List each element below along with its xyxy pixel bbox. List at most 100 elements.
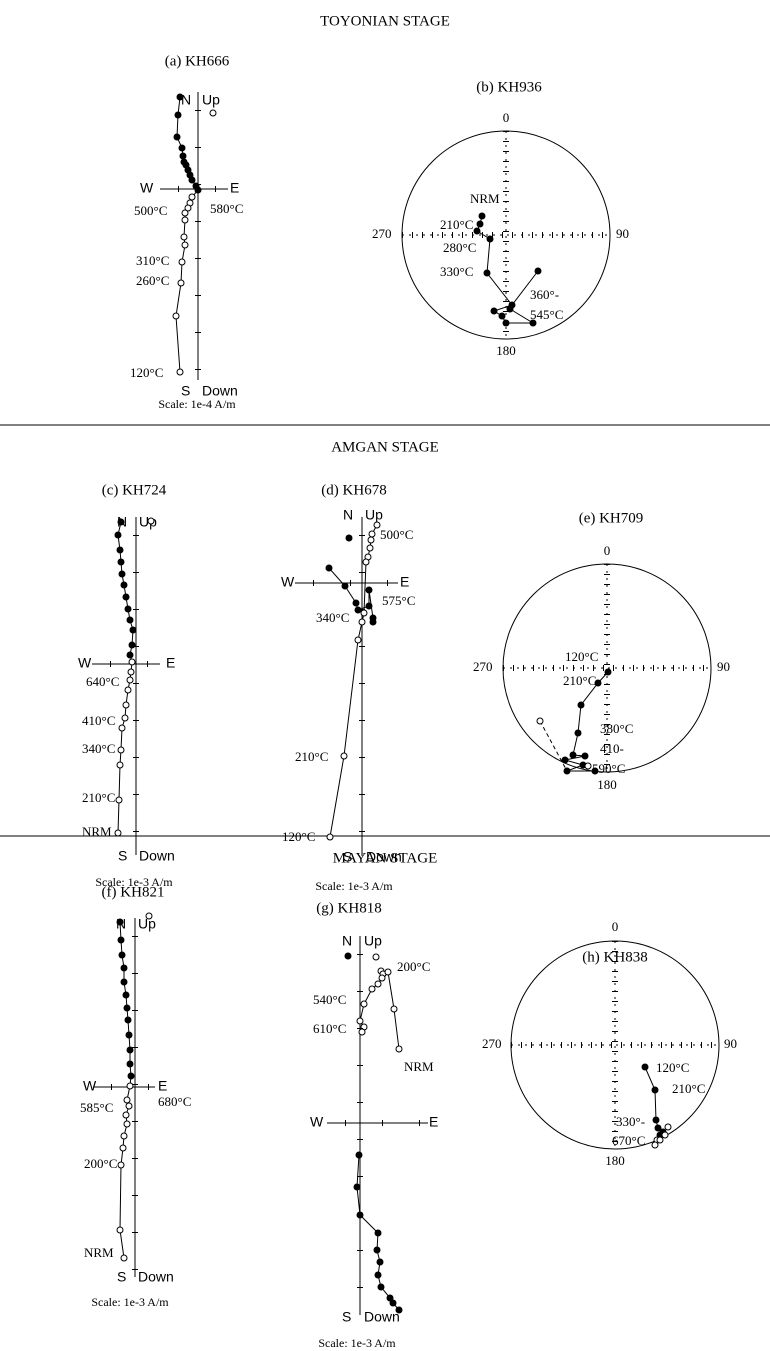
data-point (353, 1183, 361, 1191)
axis-label: W (310, 1114, 324, 1130)
data-point (123, 1004, 131, 1012)
data-point (117, 518, 125, 526)
point-group (344, 952, 403, 1314)
axis-label: S (181, 383, 190, 399)
data-point (118, 570, 126, 578)
data-point (117, 936, 125, 944)
annotation: NRM (470, 191, 500, 206)
data-point (341, 582, 349, 590)
data-point (574, 729, 582, 737)
data-point (536, 717, 544, 725)
data-point (122, 1111, 130, 1119)
annotation: 200°C (84, 1156, 117, 1171)
annotation: NRM (84, 1245, 114, 1260)
zijderveld-panel: (d) KH678 N Up W E S Down Scale: 1e-3 A/… (281, 482, 415, 892)
point-group (114, 518, 137, 659)
data-point (356, 1017, 364, 1025)
annotation: 280°C (443, 240, 476, 255)
data-point (124, 605, 132, 613)
axis-label: E (158, 1078, 167, 1094)
data-point (126, 651, 134, 659)
data-point (651, 1086, 659, 1094)
data-point (127, 1072, 135, 1080)
annotation: 540°C (313, 992, 346, 1007)
scale-label: Scale: 1e-3 A/m (95, 875, 173, 889)
data-point (365, 602, 373, 610)
annotation: 410- (600, 741, 624, 756)
data-point (122, 701, 130, 709)
data-point (367, 536, 375, 544)
panel-label: (e) KH709 (579, 510, 644, 526)
annotation: 120°C (565, 649, 598, 664)
direction-label: 90 (616, 226, 629, 241)
annotation: 585°C (80, 1100, 113, 1115)
axis-label: Down (366, 849, 402, 865)
data-point (373, 521, 381, 529)
point-group (473, 212, 542, 327)
data-point (651, 1141, 659, 1149)
zijderveld-panel: (c) KH724 N Up W E S Down Scale: 1e-3 A/… (78, 482, 175, 888)
data-point (178, 144, 186, 152)
direction-label: 90 (717, 659, 730, 674)
annotation: 360°- (530, 287, 559, 302)
data-point (326, 833, 334, 841)
data-point (386, 1294, 394, 1302)
stereonet-panel: (h) KH838 0 90 180 270 120°C 210°C 330°-… (482, 919, 737, 1168)
data-point (176, 368, 184, 376)
direction-label: 90 (724, 1036, 737, 1051)
data-point (114, 531, 122, 539)
data-point (122, 593, 130, 601)
data-point (360, 1000, 368, 1008)
axis-label: Down (364, 1309, 400, 1325)
data-point (117, 558, 125, 566)
data-point (115, 796, 123, 804)
data-point (506, 305, 514, 313)
data-point (117, 746, 125, 754)
data-point (188, 193, 196, 201)
data-point (569, 751, 577, 759)
axis-label: W (140, 180, 154, 196)
annotation: 260°C (136, 273, 169, 288)
data-point (178, 258, 186, 266)
annotation: NRM (82, 824, 112, 839)
data-point (360, 609, 368, 617)
data-point (577, 701, 585, 709)
axis-label: Up (365, 507, 383, 523)
data-point (127, 668, 135, 676)
annotation: NRM (404, 1059, 434, 1074)
annotation: 580°C (210, 201, 243, 216)
axis-label: Up (202, 92, 220, 108)
data-point (581, 752, 589, 760)
point-group (172, 109, 217, 376)
data-point (181, 241, 189, 249)
section-title: TOYONIAN STAGE (320, 13, 450, 29)
data-point (120, 581, 128, 589)
data-point (486, 235, 494, 243)
annotation: 330°- (616, 1114, 645, 1129)
point-group (356, 953, 403, 1053)
path (119, 921, 132, 1259)
data-point (209, 109, 217, 117)
data-point (121, 714, 129, 722)
data-point (126, 1060, 134, 1068)
data-point (358, 1028, 366, 1036)
data-point (126, 1046, 134, 1054)
axis-label: W (281, 574, 295, 590)
data-point (128, 658, 136, 666)
data-point (374, 980, 382, 988)
data-point (534, 267, 542, 275)
data-point (529, 319, 537, 327)
data-point (390, 1005, 398, 1013)
panel-label: (b) KH936 (476, 79, 542, 95)
data-point (366, 544, 374, 552)
annotation: 500°C (380, 527, 413, 542)
data-point (125, 1031, 133, 1039)
point-group (116, 912, 153, 1262)
data-point (374, 1271, 382, 1279)
point-group (173, 93, 202, 194)
data-point (184, 204, 192, 212)
data-point (173, 133, 181, 141)
annotation: 680°C (158, 1094, 191, 1109)
axis-label: S (343, 849, 352, 865)
data-point (124, 686, 132, 694)
